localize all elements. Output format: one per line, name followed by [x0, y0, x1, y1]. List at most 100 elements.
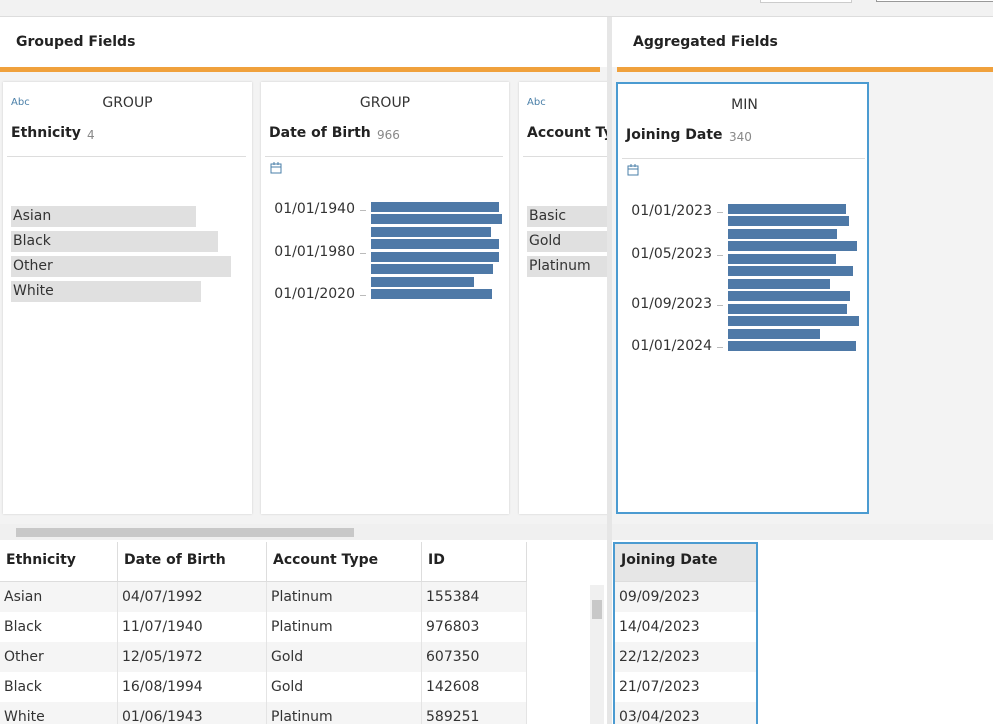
- panel-title: Grouped Fields: [16, 34, 135, 50]
- axis-tick: [717, 347, 723, 348]
- date-icon: [627, 164, 639, 176]
- field-name: Ethnicity: [11, 125, 81, 141]
- aggregated-panel: Aggregated Fields MIN Joining Date 340 01/01…: [612, 17, 993, 540]
- axis-tick: [717, 255, 723, 256]
- histogram-bar[interactable]: [728, 204, 846, 214]
- histogram-bar[interactable]: [728, 279, 830, 289]
- v-scroll-thumb[interactable]: [592, 600, 602, 619]
- table-cell: Gold: [267, 672, 422, 702]
- table-cell: Other: [0, 642, 118, 672]
- date-icon: [270, 162, 282, 174]
- table-cell: Gold: [267, 642, 422, 672]
- separator: [265, 156, 503, 157]
- search-box[interactable]: [876, 0, 993, 2]
- histogram-bar[interactable]: [728, 229, 837, 239]
- table-cell: 11/07/1940: [118, 612, 267, 642]
- field-count: 340: [729, 130, 752, 144]
- table-cell: Black: [0, 612, 118, 642]
- separator: [622, 158, 865, 159]
- value-label: Black: [13, 233, 51, 249]
- table-cell: 142608: [422, 672, 527, 702]
- field-name: Joining Date: [626, 127, 723, 143]
- table-cell: Platinum: [267, 582, 422, 612]
- axis-label: 01/01/2023: [618, 203, 712, 219]
- view-toggle[interactable]: [760, 0, 852, 3]
- axis-label: 01/01/1940: [261, 201, 355, 217]
- table-cell: White: [0, 702, 118, 724]
- field-card[interactable]: MIN Joining Date 340 01/01/2023 01/05/2023 01…: [616, 82, 869, 514]
- header-underline: [0, 67, 600, 72]
- column-header[interactable]: ID: [422, 542, 527, 582]
- h-scroll-thumb[interactable]: [16, 528, 354, 537]
- aggregation: GROUP: [519, 95, 607, 111]
- histogram-bar[interactable]: [728, 254, 836, 264]
- header-underline: [617, 67, 993, 72]
- axis-label: 01/09/2023: [618, 296, 712, 312]
- histogram-bar[interactable]: [371, 202, 499, 212]
- field-card[interactable]: AbcGROUPEthnicity4AsianBlackOtherWhite: [3, 82, 252, 514]
- column-header[interactable]: Account Type: [267, 542, 422, 582]
- axis-tick: [717, 212, 723, 213]
- histogram-bar[interactable]: [371, 214, 502, 224]
- table-cell: Black: [0, 672, 118, 702]
- field-count: 4: [87, 128, 95, 142]
- field-name: Account Type: [527, 125, 607, 141]
- table-cell: Asian: [0, 582, 118, 612]
- table-cell: 16/08/1994: [118, 672, 267, 702]
- field-card[interactable]: GROUP Date of Birth 966 01/01/1940 01/01/198…: [261, 82, 509, 514]
- column-header[interactable]: Ethnicity: [0, 542, 118, 582]
- axis-label: 01/01/2020: [261, 286, 355, 302]
- histogram-bar[interactable]: [371, 264, 493, 274]
- histogram-bar[interactable]: [371, 277, 474, 287]
- aggregation: GROUP: [3, 95, 252, 111]
- value-label: Other: [13, 258, 53, 274]
- histogram-bar[interactable]: [728, 329, 820, 339]
- axis-tick: [717, 305, 723, 306]
- value-label: Gold: [529, 233, 561, 249]
- table-cell: Platinum: [267, 612, 422, 642]
- value-label: Platinum: [529, 258, 591, 274]
- panel-title: Aggregated Fields: [633, 34, 778, 50]
- field-card[interactable]: AbcGROUPAccount TypeBasicGoldPlatinum: [519, 82, 607, 514]
- h-scrollbar: [612, 524, 993, 540]
- separator: [523, 156, 607, 157]
- table-cell: 607350: [422, 642, 527, 672]
- histogram-bar[interactable]: [728, 266, 853, 276]
- axis-label: 01/05/2023: [618, 246, 712, 262]
- histogram-bar[interactable]: [728, 241, 857, 251]
- axis-tick: [360, 295, 366, 296]
- histogram-bar[interactable]: [728, 216, 849, 226]
- table-cell: 04/07/1992: [118, 582, 267, 612]
- histogram-bar[interactable]: [371, 227, 491, 237]
- histogram-bar[interactable]: [728, 341, 856, 351]
- separator: [7, 156, 246, 157]
- grouped-panel: Grouped FieldsAbcGROUPEthnicity4AsianBla…: [0, 17, 607, 540]
- axis-label: 01/01/1980: [261, 244, 355, 260]
- value-label: Asian: [13, 208, 51, 224]
- table-cell: 12/05/1972: [118, 642, 267, 672]
- aggregation: MIN: [618, 97, 869, 113]
- aggregation: GROUP: [261, 95, 509, 111]
- field-name: Date of Birth: [269, 125, 371, 141]
- value-label: Basic: [529, 208, 566, 224]
- selected-column-outline: [613, 542, 758, 724]
- histogram-bar[interactable]: [728, 291, 850, 301]
- panel-divider: [607, 17, 612, 724]
- histogram-bar[interactable]: [371, 239, 499, 249]
- histogram-bar[interactable]: [728, 304, 847, 314]
- value-label: White: [13, 283, 54, 299]
- column-header[interactable]: Date of Birth: [118, 542, 267, 582]
- table-cell: Platinum: [267, 702, 422, 724]
- table-cell: 155384: [422, 582, 527, 612]
- table-cell: 589251: [422, 702, 527, 724]
- histogram-bar[interactable]: [371, 252, 499, 262]
- axis-label: 01/01/2024: [618, 338, 712, 354]
- table-cell: 976803: [422, 612, 527, 642]
- histogram-bar[interactable]: [728, 316, 859, 326]
- axis-tick: [360, 253, 366, 254]
- axis-tick: [360, 210, 366, 211]
- histogram-bar[interactable]: [371, 289, 492, 299]
- field-count: 966: [377, 128, 400, 142]
- table-cell: 01/06/1943: [118, 702, 267, 724]
